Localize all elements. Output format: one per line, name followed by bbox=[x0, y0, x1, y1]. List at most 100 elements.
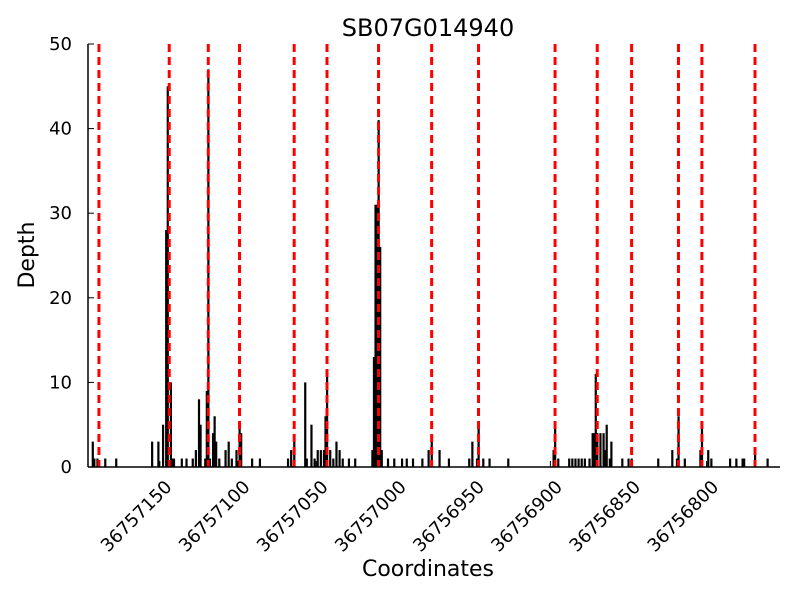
depth-bar bbox=[286, 458, 290, 467]
depth-bar bbox=[199, 424, 202, 467]
x-axis-title: Coordinates bbox=[362, 557, 494, 582]
depth-bar bbox=[671, 450, 674, 467]
depth-bar bbox=[313, 458, 316, 467]
x-tick-label: 36756850 bbox=[565, 477, 645, 557]
marker-lines bbox=[97, 44, 757, 467]
depth-bar bbox=[421, 458, 424, 467]
depth-bar bbox=[230, 458, 233, 467]
depth-bar bbox=[599, 433, 602, 467]
chart-title: SB07G014940 bbox=[342, 14, 514, 42]
depth-bar bbox=[204, 458, 207, 467]
depth-bar bbox=[165, 230, 168, 467]
depth-bar bbox=[191, 458, 194, 467]
x-tick-label: 36757050 bbox=[253, 477, 333, 557]
depth-bar bbox=[208, 458, 212, 467]
depth-bar bbox=[157, 441, 160, 467]
depth-bar bbox=[91, 441, 94, 467]
depth-bar bbox=[218, 458, 221, 467]
depth-bar bbox=[335, 441, 338, 467]
depth-bar bbox=[557, 458, 560, 467]
depth-bar bbox=[699, 450, 702, 467]
depth-bar bbox=[710, 458, 713, 467]
x-tick-label: 36757150 bbox=[97, 477, 177, 557]
depth-bar bbox=[341, 458, 344, 467]
depth-bar bbox=[400, 458, 404, 467]
depth-bar bbox=[604, 450, 607, 467]
depth-bar bbox=[602, 433, 605, 467]
depth-bar bbox=[754, 450, 757, 467]
depth-bar bbox=[580, 458, 583, 467]
depth-bar bbox=[482, 458, 485, 467]
depth-bar bbox=[593, 433, 596, 467]
depth-bar bbox=[347, 458, 351, 467]
depth-bar bbox=[151, 441, 154, 467]
depth-bar bbox=[322, 450, 326, 467]
x-tick-label: 36756950 bbox=[409, 477, 489, 557]
depth-bar bbox=[488, 458, 491, 467]
y-axis-title: Depth bbox=[15, 221, 40, 288]
depth-bar bbox=[251, 458, 254, 467]
depth-bar bbox=[354, 458, 357, 467]
depth-bar bbox=[332, 458, 335, 467]
depth-bar bbox=[657, 458, 660, 467]
depth-bar bbox=[571, 458, 574, 467]
depth-bar bbox=[468, 458, 471, 467]
depth-bar bbox=[213, 416, 216, 467]
depth-bar bbox=[438, 450, 441, 467]
depth-bar bbox=[227, 441, 230, 467]
depth-bar bbox=[608, 458, 611, 467]
depth-bar bbox=[568, 458, 571, 467]
depth-bar bbox=[729, 458, 732, 467]
depth-bar bbox=[258, 458, 262, 467]
depth-bar bbox=[471, 441, 474, 467]
depth-bar bbox=[379, 247, 382, 467]
depth-bar bbox=[290, 450, 293, 467]
depth-bar bbox=[329, 450, 332, 467]
depth-bar bbox=[766, 458, 769, 467]
depth-bar bbox=[735, 458, 738, 467]
depth-bar bbox=[240, 433, 243, 467]
depth-bar bbox=[93, 458, 96, 467]
depth-bar bbox=[238, 424, 241, 467]
y-tick-label: 10 bbox=[49, 372, 72, 393]
depth-bar bbox=[574, 458, 577, 467]
depth-bar bbox=[380, 450, 383, 467]
depth-bar bbox=[427, 450, 430, 467]
depth-bar bbox=[447, 458, 451, 467]
y-tick-label: 20 bbox=[49, 288, 72, 309]
depth-bar bbox=[507, 458, 510, 467]
depth-bar bbox=[405, 458, 408, 467]
depth-bar bbox=[610, 441, 613, 467]
depth-bar bbox=[185, 458, 188, 467]
depth-bar bbox=[169, 382, 172, 467]
depth-bar bbox=[594, 373, 597, 467]
depth-bar bbox=[372, 357, 376, 467]
depth-bar bbox=[104, 458, 107, 467]
depth-bar bbox=[194, 450, 197, 467]
depth-bar bbox=[386, 458, 390, 467]
x-tick-label: 36756900 bbox=[487, 477, 567, 557]
depth-bar bbox=[304, 382, 307, 467]
depth-bar bbox=[741, 458, 744, 467]
depth-bar bbox=[326, 373, 329, 467]
depth-bar bbox=[683, 458, 686, 467]
axes: 0 10 20 30 40 50 36757150367571003675705036757… bbox=[49, 34, 780, 556]
depth-bar bbox=[115, 458, 118, 467]
depth-bar bbox=[577, 458, 580, 467]
depth-bar bbox=[161, 424, 165, 467]
depth-bar bbox=[338, 450, 341, 467]
depth-bar bbox=[316, 450, 319, 467]
depth-bar bbox=[591, 433, 594, 467]
y-tick-label: 0 bbox=[61, 457, 72, 478]
depth-bar bbox=[224, 450, 227, 467]
x-tick-label: 36756800 bbox=[644, 477, 724, 557]
y-tick-label: 30 bbox=[49, 203, 72, 224]
depth-bar bbox=[605, 424, 608, 467]
depth-bar bbox=[371, 450, 374, 467]
depth-bar bbox=[477, 424, 480, 467]
depth-bar bbox=[235, 450, 238, 467]
y-tick-label: 40 bbox=[49, 119, 72, 140]
depth-bar bbox=[166, 86, 169, 468]
depth-bar bbox=[374, 204, 377, 468]
